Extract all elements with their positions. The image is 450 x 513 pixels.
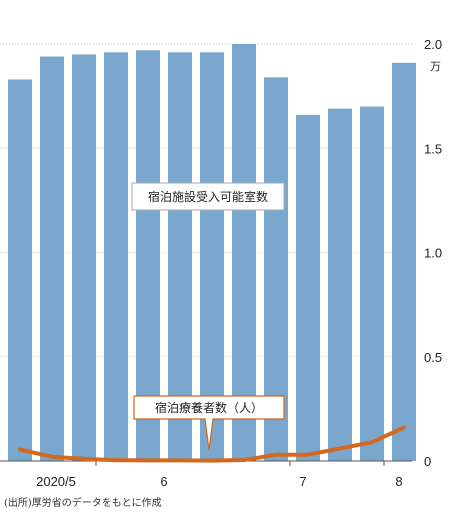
bar-series-label: 宿泊施設受入可能室数 bbox=[131, 182, 285, 211]
x-tick-label: 7 bbox=[299, 474, 306, 489]
bar bbox=[200, 52, 224, 462]
line-series-label: 宿泊療養者数（人） bbox=[133, 395, 285, 451]
bar bbox=[232, 44, 256, 461]
bar bbox=[136, 50, 160, 461]
line-series-label-text: 宿泊療養者数（人） bbox=[155, 400, 263, 415]
x-tick-label: 6 bbox=[160, 474, 167, 489]
x-axis-ticks: 2020/5 6 7 8 bbox=[36, 461, 403, 489]
bar bbox=[40, 56, 64, 461]
y-tick-label: 1.5 bbox=[424, 141, 442, 156]
bar-series bbox=[8, 44, 416, 462]
unit-label: 万 bbox=[430, 60, 441, 73]
y-axis-labels: 2.0 1.5 1.0 0.5 0 bbox=[424, 37, 442, 469]
y-tick-label: 0 bbox=[424, 454, 431, 469]
y-tick-label: 1.0 bbox=[424, 246, 442, 261]
bar bbox=[360, 106, 384, 462]
x-tick-label: 8 bbox=[395, 474, 402, 489]
y-tick-label: 2.0 bbox=[424, 37, 442, 52]
line-series bbox=[18, 425, 406, 463]
bar bbox=[168, 52, 192, 462]
source-note: (出所)厚労省のデータをもとに作成 bbox=[4, 498, 162, 509]
x-tick-label: 2020/5 bbox=[36, 474, 76, 489]
bar bbox=[328, 108, 352, 461]
bar bbox=[296, 114, 320, 461]
bar bbox=[392, 62, 416, 461]
bar bbox=[72, 54, 96, 462]
y-tick-label: 0.5 bbox=[424, 350, 442, 365]
bar bbox=[8, 79, 32, 461]
bar-series-label-text: 宿泊施設受入可能室数 bbox=[148, 189, 268, 204]
bar bbox=[104, 52, 128, 462]
